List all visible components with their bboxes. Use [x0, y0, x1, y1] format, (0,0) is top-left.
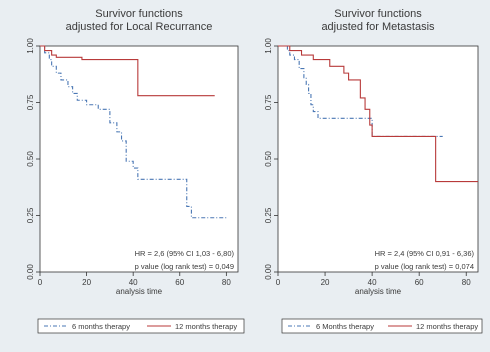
stat-annotation: HR = 2,4 (95% CI 0,91 - 6,36): [375, 249, 475, 258]
chart-title-line: Survivor functions: [334, 8, 422, 20]
legend-label: 12 months therapy: [416, 322, 478, 331]
x-axis-label: analysis time: [116, 287, 163, 296]
y-tick-label: 0.75: [26, 94, 35, 110]
series-line-6-months: [278, 45, 443, 137]
x-tick-label: 80: [222, 278, 231, 287]
x-axis-label: analysis time: [355, 287, 402, 296]
x-tick-label: 40: [368, 278, 377, 287]
y-tick-label: 0.50: [264, 151, 273, 167]
x-tick-label: 20: [321, 278, 330, 287]
x-tick-label: 20: [82, 278, 91, 287]
chart-title-line: Survivor functions: [95, 8, 183, 20]
y-tick-label: 1.00: [26, 38, 35, 54]
plot-area: [277, 45, 479, 273]
x-tick-label: 40: [129, 278, 138, 287]
y-tick-label: 0.00: [26, 264, 35, 280]
legend-box: [37, 318, 245, 334]
y-tick-label: 0.50: [26, 151, 35, 167]
x-tick-label: 0: [38, 278, 43, 287]
stat-annotation: p value (log rank test) = 0,049: [135, 262, 234, 271]
y-tick-label: 0.25: [26, 207, 35, 223]
x-tick-label: 60: [175, 278, 184, 287]
x-tick-label: 80: [462, 278, 471, 287]
legend-box: [281, 318, 483, 334]
series-line-12-months: [40, 45, 215, 97]
chart-title-line: adjusted for Local Recurrance: [66, 21, 213, 33]
x-tick-label: 60: [415, 278, 424, 287]
series-line-12-months: [278, 45, 478, 183]
y-tick-label: 0.00: [264, 264, 273, 280]
legend-label: 6 Months therapy: [316, 322, 374, 331]
legend-label: 6 months therapy: [72, 322, 130, 331]
y-tick-label: 0.75: [264, 94, 273, 110]
plot-area: [39, 45, 239, 273]
legend-label: 12 months therapy: [175, 322, 237, 331]
y-tick-label: 1.00: [264, 38, 273, 54]
stat-annotation: HR = 2,6 (95% CI 1,03 - 6,80): [135, 249, 235, 258]
x-tick-label: 0: [276, 278, 281, 287]
chart-title-line: adjusted for Metastasis: [321, 21, 435, 33]
stat-annotation: p value (log rank test) = 0,074: [375, 262, 474, 271]
series-line-6-months: [40, 45, 227, 219]
y-tick-label: 0.25: [264, 207, 273, 223]
